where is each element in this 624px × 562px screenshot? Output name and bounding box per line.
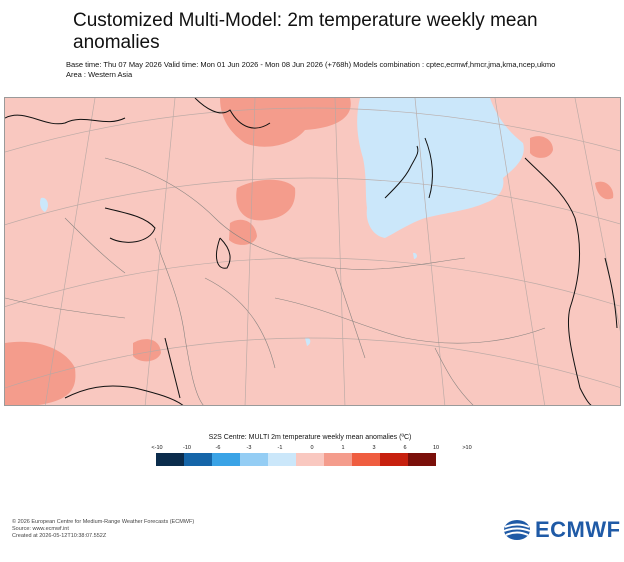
legend-swatch bbox=[408, 453, 436, 466]
ecmwf-logo: ECMWF bbox=[503, 517, 621, 543]
legend-tick: -1 bbox=[277, 445, 283, 451]
legend-tick: -3 bbox=[246, 445, 252, 451]
legend-swatch bbox=[268, 453, 296, 466]
map-subtitle: Base time: Thu 07 May 2026 Valid time: M… bbox=[66, 60, 556, 79]
legend-swatch bbox=[352, 453, 380, 466]
cold-anomaly-region bbox=[357, 98, 524, 238]
footer: © 2026 European Centre for Medium-Range … bbox=[12, 519, 194, 540]
source-link[interactable]: Source: www.ecmwf.int bbox=[12, 526, 69, 532]
legend-tick: -6 bbox=[215, 445, 221, 451]
logo-text: ECMWF bbox=[535, 517, 621, 542]
legend-tick: 6 bbox=[403, 445, 407, 451]
ecmwf-logo-icon bbox=[503, 520, 531, 540]
country-borders bbox=[5, 157, 546, 405]
legend-colorbar bbox=[156, 453, 436, 466]
legend-tick: <-10 bbox=[151, 445, 163, 451]
map-background bbox=[5, 98, 620, 405]
legend-swatch bbox=[296, 453, 324, 466]
map-canvas bbox=[5, 98, 620, 405]
created-timestamp: Created at 2026-05-12T10:38:07.552Z bbox=[12, 533, 107, 539]
legend-swatch bbox=[156, 453, 184, 466]
legend-swatch bbox=[184, 453, 212, 466]
legend-title: S2S Centre: MULTI 2m temperature weekly … bbox=[208, 434, 412, 441]
legend-tick: 10 bbox=[432, 445, 440, 451]
legend-tick: -10 bbox=[183, 445, 191, 451]
legend-swatch bbox=[240, 453, 268, 466]
small-cold-patches bbox=[40, 197, 417, 346]
legend-tick: >10 bbox=[462, 445, 472, 451]
legend-tick: 0 bbox=[310, 445, 314, 451]
coastlines bbox=[5, 98, 618, 405]
legend-tick: 3 bbox=[372, 445, 376, 451]
page-title: Customized Multi-Model: 2m temperature w… bbox=[73, 10, 538, 53]
legend-tick: 1 bbox=[341, 445, 345, 451]
legend-swatch bbox=[324, 453, 352, 466]
legend-swatch bbox=[212, 453, 240, 466]
warm-anomaly-regions bbox=[5, 98, 614, 405]
anomaly-map bbox=[4, 97, 621, 406]
copyright-text: © 2026 European Centre for Medium-Range … bbox=[12, 519, 195, 525]
legend-ticks: <-10 -10 -6 -3 -1 0 1 3 6 10 >10 bbox=[150, 445, 474, 453]
legend-swatch bbox=[380, 453, 408, 466]
